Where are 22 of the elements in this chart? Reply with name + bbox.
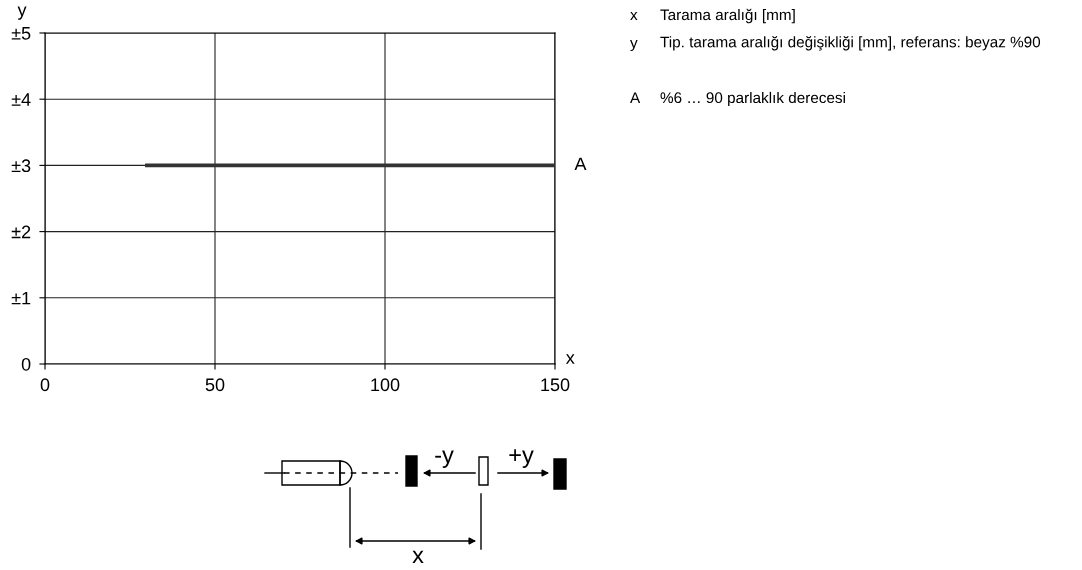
y-axis-title: y	[17, 6, 27, 20]
y-tick-label: ±1	[11, 291, 31, 305]
series-label: A	[574, 157, 587, 171]
text: -y	[435, 450, 454, 468]
x-tick-label: 150	[541, 378, 570, 392]
y-tick-label: ±4	[11, 93, 31, 106]
text: x	[630, 11, 638, 20]
text: Tarama aralığı [mm]	[660, 8, 795, 24]
y-tick-label: ±5	[11, 27, 31, 40]
y-tick-label: 0	[21, 357, 31, 371]
text: A	[630, 92, 641, 103]
x-tick-label: 50	[205, 378, 225, 392]
text: +y	[509, 449, 534, 468]
y-tick-label: ±3	[11, 159, 31, 173]
text: y	[630, 39, 638, 52]
text: Tip. tarama aralığı değişikliği [mm], referans: beyaz %90	[660, 36, 1041, 51]
y-tick-label: ±2	[11, 225, 31, 239]
text: x	[412, 550, 424, 564]
x-tick-label: 0	[40, 378, 50, 392]
x-axis-title: x	[565, 354, 575, 364]
text: %6 … 90 parlaklık derecesi	[660, 91, 845, 107]
x-tick-label: 100	[371, 378, 400, 392]
